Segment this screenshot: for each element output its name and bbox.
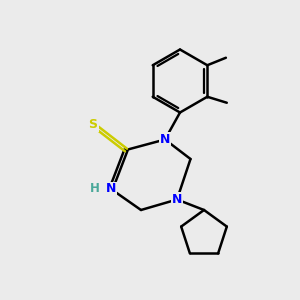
Text: H: H	[90, 182, 99, 196]
Text: N: N	[160, 133, 170, 146]
Text: N: N	[172, 193, 182, 206]
Text: S: S	[88, 118, 98, 131]
Text: N: N	[106, 182, 116, 196]
